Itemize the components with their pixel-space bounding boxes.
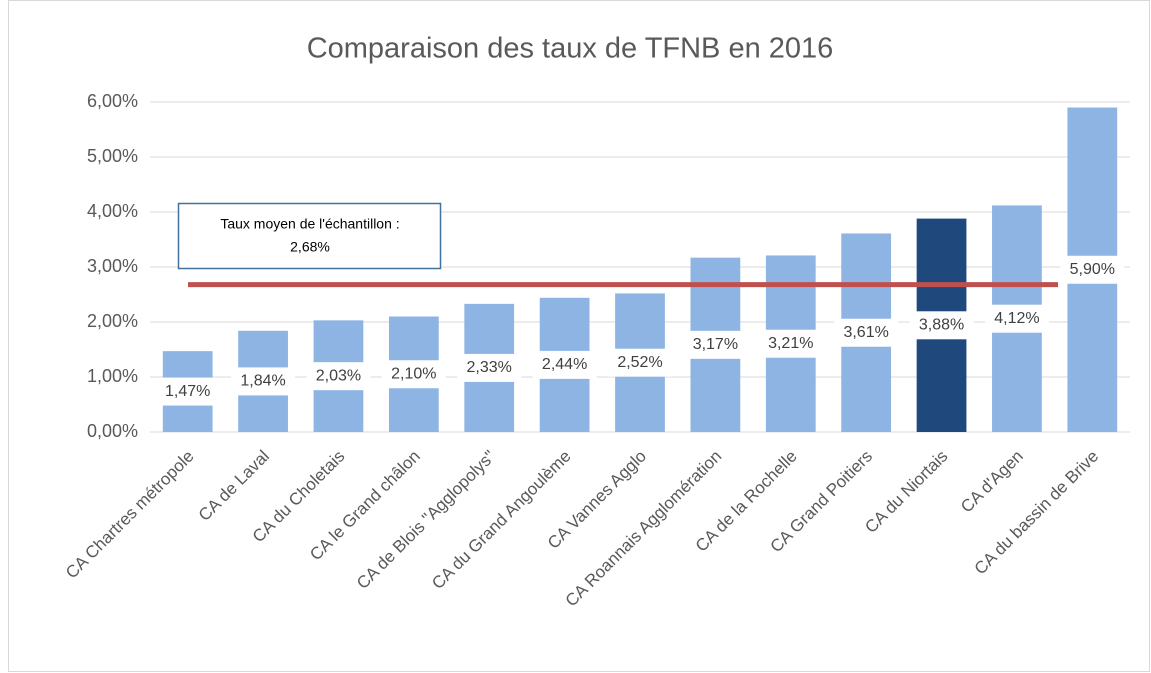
data-label: 3,61% [843,324,888,341]
data-label-bg [155,377,220,406]
data-label-bg [231,367,296,396]
y-tick-label: 6,00% [87,91,138,111]
data-label: 2,44% [542,356,587,373]
data-label-bg [834,318,899,347]
data-label: 4,12% [994,310,1039,327]
data-label-bg [457,353,522,382]
y-tick-label: 5,00% [87,146,138,166]
data-label-bg [984,304,1049,333]
data-label: 2,33% [467,359,512,376]
data-label-bg [758,329,823,358]
data-label: 2,03% [316,367,361,384]
data-label-bg [608,348,672,377]
annotation-text: Taux moyen de l'échantillon : [220,216,399,232]
data-label: 3,21% [768,335,813,352]
data-label: 5,90% [1070,261,1115,278]
data-label: 2,52% [617,354,662,371]
data-label-bg [306,362,371,391]
data-label: 1,47% [165,383,210,400]
annotation-box [177,202,442,270]
y-tick-label: 0,00% [87,421,138,441]
data-label-bg [381,360,446,389]
y-tick-label: 3,00% [87,256,138,276]
y-tick-label: 2,00% [87,311,138,331]
y-tick-label: 4,00% [87,201,138,221]
data-label-bg [683,330,748,359]
data-label: 1,84% [240,373,285,390]
annotation-value: 2,68% [290,239,330,255]
data-label: 2,10% [391,365,436,382]
data-label-bg [909,311,974,340]
data-label: 3,88% [919,317,964,334]
data-label-bg [532,350,597,379]
data-label-bg [1060,255,1125,284]
y-tick-label: 1,00% [87,366,138,386]
data-label: 3,17% [693,336,738,353]
chart-title: Comparaison des taux de TFNB en 2016 [307,33,834,65]
